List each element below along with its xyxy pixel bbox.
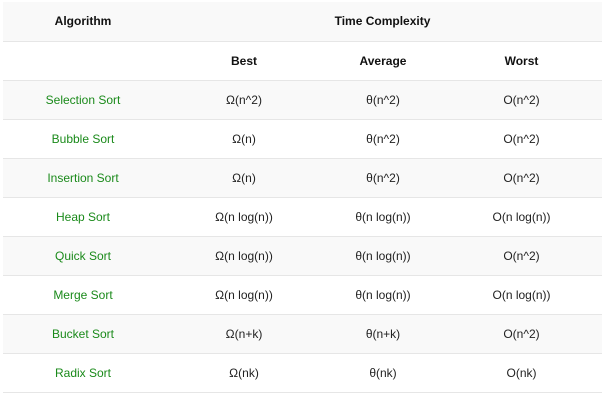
- table-body: Selection Sort Ω(n^2) θ(n^2) O(n^2) Bubb…: [3, 80, 602, 393]
- table-row: Bucket Sort Ω(n+k) θ(n+k) O(n^2): [3, 314, 602, 354]
- algorithm-name: Insertion Sort: [3, 158, 163, 198]
- average-case: θ(n^2): [325, 119, 441, 159]
- average-case: θ(nk): [325, 353, 441, 393]
- worst-case: O(n^2): [441, 236, 602, 276]
- algorithm-name: Bucket Sort: [3, 314, 163, 354]
- table-row: Bubble Sort Ω(n) θ(n^2) O(n^2): [3, 119, 602, 159]
- average-case: θ(n log(n)): [325, 275, 441, 315]
- table-row: Quick Sort Ω(n log(n)) θ(n log(n)) O(n^2…: [3, 236, 602, 276]
- table-header: Algorithm Time Complexity Best Average W…: [3, 2, 602, 81]
- algorithm-name: Selection Sort: [3, 80, 163, 120]
- algorithm-name: Quick Sort: [3, 236, 163, 276]
- best-case: Ω(n log(n)): [163, 275, 325, 315]
- table-row: Insertion Sort Ω(n) θ(n^2) O(n^2): [3, 158, 602, 198]
- worst-case: O(n^2): [441, 314, 602, 354]
- sorting-complexity-table: Algorithm Time Complexity Best Average W…: [3, 2, 602, 393]
- best-case: Ω(n log(n)): [163, 197, 325, 237]
- average-case: θ(n+k): [325, 314, 441, 354]
- algorithm-name: Merge Sort: [3, 275, 163, 315]
- complexity-table-container: Algorithm Time Complexity Best Average W…: [3, 2, 602, 393]
- header-empty: [3, 41, 163, 81]
- header-algorithm: Algorithm: [3, 2, 163, 42]
- header-average: Average: [325, 41, 441, 81]
- header-worst: Worst: [441, 41, 602, 81]
- worst-case: O(n^2): [441, 158, 602, 198]
- worst-case: O(n log(n)): [441, 197, 602, 237]
- header-row-sub: Best Average Worst: [3, 41, 602, 81]
- header-best: Best: [163, 41, 325, 81]
- table-row: Selection Sort Ω(n^2) θ(n^2) O(n^2): [3, 80, 602, 120]
- average-case: θ(n log(n)): [325, 197, 441, 237]
- best-case: Ω(n log(n)): [163, 236, 325, 276]
- average-case: θ(n log(n)): [325, 236, 441, 276]
- best-case: Ω(n): [163, 119, 325, 159]
- table-row: Merge Sort Ω(n log(n)) θ(n log(n)) O(n l…: [3, 275, 602, 315]
- best-case: Ω(n+k): [163, 314, 325, 354]
- best-case: Ω(nk): [163, 353, 325, 393]
- worst-case: O(n^2): [441, 119, 602, 159]
- algorithm-name: Radix Sort: [3, 353, 163, 393]
- best-case: Ω(n): [163, 158, 325, 198]
- worst-case: O(nk): [441, 353, 602, 393]
- algorithm-name: Heap Sort: [3, 197, 163, 237]
- table-row: Heap Sort Ω(n log(n)) θ(n log(n)) O(n lo…: [3, 197, 602, 237]
- average-case: θ(n^2): [325, 80, 441, 120]
- algorithm-name: Bubble Sort: [3, 119, 163, 159]
- average-case: θ(n^2): [325, 158, 441, 198]
- worst-case: O(n^2): [441, 80, 602, 120]
- table-row: Radix Sort Ω(nk) θ(nk) O(nk): [3, 353, 602, 393]
- header-time-complexity: Time Complexity: [163, 2, 602, 42]
- worst-case: O(n log(n)): [441, 275, 602, 315]
- header-row-top: Algorithm Time Complexity: [3, 2, 602, 42]
- best-case: Ω(n^2): [163, 80, 325, 120]
